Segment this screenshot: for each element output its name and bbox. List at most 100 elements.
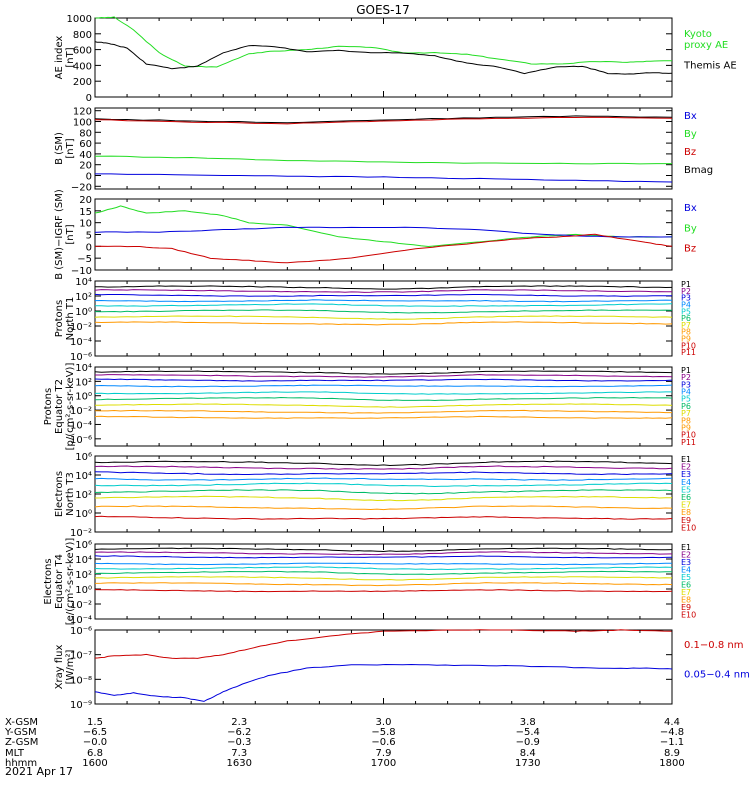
x-axis-value: −5.4 xyxy=(516,727,540,738)
y-axis-label: Electrons xyxy=(54,471,65,517)
channel-label: E10 xyxy=(681,523,696,532)
y-tick-label: 80 xyxy=(79,128,92,139)
y-tick-label: 10⁻² xyxy=(70,600,92,611)
channel-label: P7 xyxy=(681,321,691,330)
x-axis-value: −0.9 xyxy=(516,737,540,748)
channel-label: P1 xyxy=(681,280,691,289)
y-tick-label: 0 xyxy=(86,242,92,253)
channel-label: P11 xyxy=(681,438,696,447)
channel-line xyxy=(94,515,673,520)
x-axis-value: −0.0 xyxy=(83,737,107,748)
channel-line xyxy=(94,391,672,395)
legend-entry: proxy AE xyxy=(684,40,728,51)
legend-entry: By xyxy=(684,223,697,234)
y-tick-label: 15 xyxy=(79,207,92,218)
channel-label: P3 xyxy=(681,294,691,303)
y-tick-label: 10⁻² xyxy=(70,322,92,333)
x-axis-row-label: hhmm xyxy=(5,758,37,769)
y-axis-label: Equator T4 xyxy=(54,554,65,609)
channel-line xyxy=(94,285,673,290)
channel-line xyxy=(94,555,673,559)
x-axis-value: 3.0 xyxy=(376,717,392,728)
channel-label: P9 xyxy=(681,423,691,432)
plot-title: GOES-17 xyxy=(356,3,410,17)
legend-entry: 0.1−0.8 nm xyxy=(684,640,743,651)
y-tick-label: 10⁻² xyxy=(70,406,92,417)
channel-label: P11 xyxy=(681,348,696,357)
x-axis-value: −6.2 xyxy=(227,727,251,738)
channel-label: E2 xyxy=(681,551,691,560)
legend-entry: Bmag xyxy=(684,165,713,176)
channel-line xyxy=(95,303,673,307)
x-axis-value: 1.5 xyxy=(87,717,103,728)
y-tick-label: 120 xyxy=(73,107,92,118)
x-axis-value: −6.5 xyxy=(83,727,107,738)
channel-label: E5 xyxy=(681,573,691,582)
y-tick-label: 40 xyxy=(79,150,92,161)
channel-label: P10 xyxy=(681,341,696,350)
series-line xyxy=(94,155,672,165)
y-axis-label: [nT] xyxy=(65,47,76,67)
y-tick-label: 10⁻⁴ xyxy=(70,420,92,431)
y-axis-label: B (SM)−IGRF (SM) xyxy=(54,189,65,280)
x-axis-value: 4.4 xyxy=(664,717,680,728)
channel-label: E9 xyxy=(681,516,691,525)
x-axis-value: 3.8 xyxy=(520,717,536,728)
legend-entry: Bz xyxy=(684,147,696,158)
channel-label: E8 xyxy=(681,596,691,605)
y-tick-label: 10⁻⁴ xyxy=(70,337,92,348)
y-tick-label: 100 xyxy=(73,118,92,129)
series-line xyxy=(94,115,673,124)
channel-line xyxy=(94,299,673,303)
y-tick-label: 20 xyxy=(79,161,92,172)
channel-line xyxy=(94,396,673,402)
channel-line xyxy=(94,460,673,467)
channel-line xyxy=(94,482,673,488)
channel-label: P8 xyxy=(681,416,691,425)
panel-pn: 10⁻⁶ 10⁻⁴ 10⁻² 10⁰ 10² 10⁴ Protons North T1 P1P2… xyxy=(54,277,696,363)
channel-label: P7 xyxy=(681,409,691,418)
channel-label: E3 xyxy=(681,470,691,479)
channel-line xyxy=(94,471,673,476)
y-tick-label: −20 xyxy=(71,182,92,193)
channel-line xyxy=(94,370,673,375)
y-tick-label: 10⁻⁶ xyxy=(70,352,92,363)
x-axis-row-label: Y-GSM xyxy=(4,727,37,738)
channel-line xyxy=(94,384,673,388)
channel-label: P1 xyxy=(681,366,691,375)
y-tick-label: 10⁻⁹ xyxy=(70,700,92,711)
x-axis-value: −0.3 xyxy=(227,737,251,748)
x-axis-value: −4.8 xyxy=(660,727,684,738)
channel-label: E4 xyxy=(681,478,691,487)
y-tick-label: 10⁰ xyxy=(75,307,92,318)
series-line xyxy=(94,663,673,702)
x-axis-value: 7.9 xyxy=(376,748,392,759)
series-line xyxy=(94,16,673,68)
y-axis-label: [nT] xyxy=(65,224,76,244)
y-tick-label: 10⁴ xyxy=(75,471,92,482)
channel-label: E1 xyxy=(681,543,691,552)
channel-line xyxy=(94,495,673,502)
channel-label: E7 xyxy=(681,501,691,510)
channel-label: E1 xyxy=(681,455,691,464)
channel-line xyxy=(94,415,673,419)
channel-label: E3 xyxy=(681,558,691,567)
x-axis-row-label: Z-GSM xyxy=(5,737,38,748)
channel-label: E10 xyxy=(681,611,696,620)
x-axis-value: 1800 xyxy=(659,758,684,769)
legend-entry: Themis AE xyxy=(683,61,737,72)
y-tick-label: 10² xyxy=(75,377,92,388)
series-line xyxy=(94,233,673,264)
channel-line xyxy=(94,570,672,576)
x-axis-value: 7.3 xyxy=(231,748,247,759)
legend-entry: By xyxy=(684,129,697,140)
y-tick-label: 10 xyxy=(79,219,92,230)
channel-label: E8 xyxy=(681,508,691,517)
y-tick-label: 10⁴ xyxy=(75,363,92,374)
x-axis-value: 8.9 xyxy=(664,748,680,759)
channel-line xyxy=(94,582,673,587)
y-tick-label: 10⁴ xyxy=(75,555,92,566)
channel-label: P5 xyxy=(681,395,691,404)
